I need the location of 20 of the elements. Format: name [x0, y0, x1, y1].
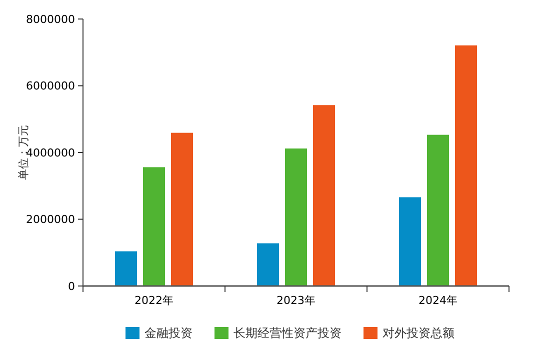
bar — [143, 167, 165, 286]
y-tick-label: 8000000 — [26, 12, 75, 26]
y-tick-label: 2000000 — [26, 213, 75, 226]
y-tick-label: 6000000 — [26, 80, 75, 93]
bar — [285, 148, 307, 286]
bar — [455, 45, 477, 286]
bar — [399, 197, 421, 286]
legend-label: 对外投资总额 — [382, 326, 454, 340]
y-tick-label: 4000000 — [26, 146, 75, 160]
y-tick-label: 0 — [68, 280, 75, 293]
x-tick-label: 2024年 — [418, 294, 458, 307]
x-tick-label: 2022年 — [134, 294, 174, 307]
bar — [427, 134, 449, 286]
x-tick-label: 2023年 — [276, 294, 316, 307]
bar — [313, 105, 335, 286]
bar — [257, 243, 279, 286]
bar — [115, 251, 137, 286]
bar — [171, 132, 193, 286]
legend-label: 金融投资 — [144, 326, 192, 340]
legend-label: 长期经营性资产投资 — [234, 326, 342, 340]
